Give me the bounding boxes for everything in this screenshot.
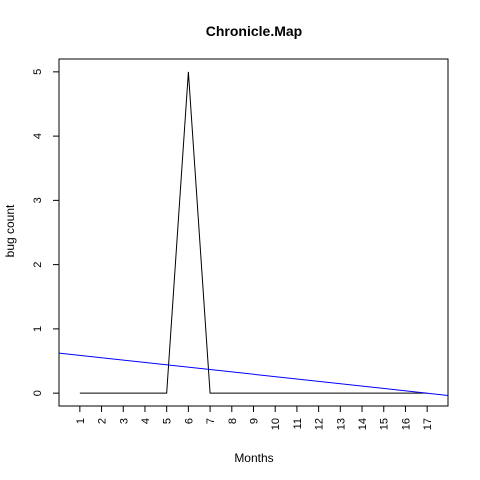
x-tick-label: 15	[379, 418, 391, 430]
series-line-bug-count	[79, 71, 428, 394]
y-axis-label: bug count	[3, 204, 17, 257]
x-tick-label: 3	[118, 418, 130, 424]
x-tick-label: 1	[75, 418, 87, 424]
x-tick-label: 6	[183, 418, 195, 424]
x-tick-label: 9	[249, 418, 261, 424]
x-tick-label: 8	[227, 418, 239, 424]
y-tick-label: 4	[32, 133, 44, 139]
plot-frame	[58, 58, 449, 407]
x-tick-label: 16	[400, 418, 412, 430]
x-axis-label: Months	[234, 451, 273, 465]
x-tick-label: 14	[357, 418, 369, 430]
x-tick-label: 12	[314, 418, 326, 430]
x-tick-label: 10	[270, 418, 282, 430]
x-tick-label: 4	[140, 418, 152, 424]
y-tick-label: 0	[32, 390, 44, 396]
x-tick-label: 2	[97, 418, 109, 424]
y-tick-label: 5	[32, 69, 44, 75]
x-tick-label: 11	[292, 418, 304, 429]
chart-title: Chronicle.Map	[206, 23, 302, 39]
x-tick-label: 5	[162, 418, 174, 424]
x-tick-label: 7	[205, 418, 217, 424]
x-tick-label: 13	[335, 418, 347, 430]
y-tick-label: 2	[32, 262, 44, 268]
y-tick-label: 1	[32, 326, 44, 332]
trend-line	[59, 352, 448, 396]
y-tick-label: 3	[32, 197, 44, 203]
x-tick-label: 17	[422, 418, 434, 430]
